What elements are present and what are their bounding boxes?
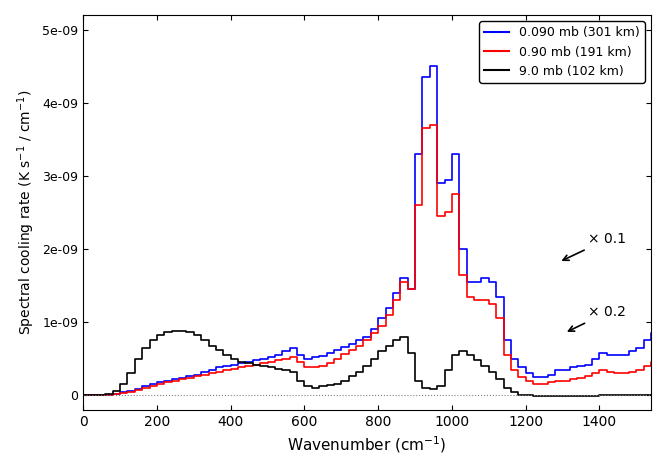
Y-axis label: Spectral cooling rate (K s$^{-1}$ / cm$^{-1}$): Spectral cooling rate (K s$^{-1}$ / cm$^… [15, 90, 37, 335]
Legend: 0.090 mb (301 km), 0.90 mb (191 km), 9.0 mb (102 km): 0.090 mb (301 km), 0.90 mb (191 km), 9.0… [479, 21, 645, 83]
Text: × 0.2: × 0.2 [569, 306, 626, 331]
Text: × 0.1: × 0.1 [563, 232, 626, 260]
X-axis label: Wavenumber (cm$^{-1}$): Wavenumber (cm$^{-1}$) [288, 434, 447, 455]
